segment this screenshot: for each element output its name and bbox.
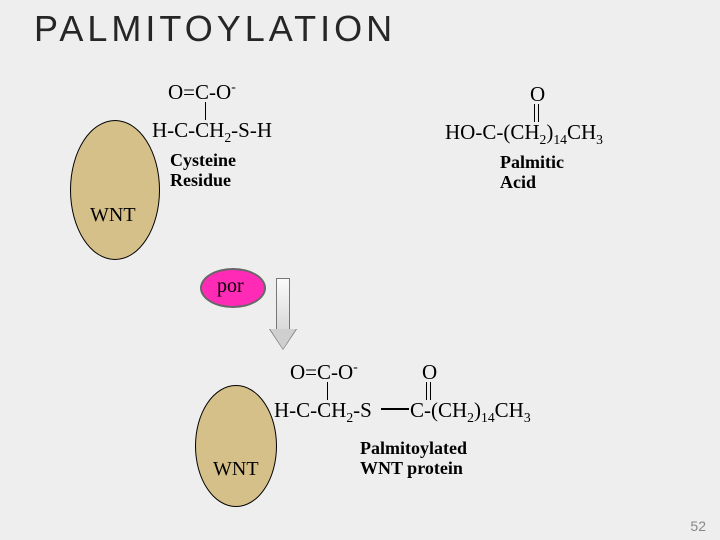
formula-bottom-line2-left: H-C-CH2-S [274,398,372,423]
wnt-label-bottom: WNT [213,458,259,481]
formula-bottom-line1: O=C-O- [290,360,358,385]
wnt-ellipse-bottom [195,385,277,507]
f-tr-t: CH [567,120,596,144]
formula-top-right: HO-C-(CH2)14CH3 [445,120,603,148]
formula-bottom-right: C-(CH2)14CH3 [410,398,531,426]
f-tr-s2: 14 [553,132,567,147]
arrow-head [270,329,296,349]
f-tr-a: HO-C-(CH [445,120,540,144]
cysteine-label-1: Cysteine [170,150,236,171]
f-br-s2: 14 [481,410,495,425]
f-tl1-main: O=C-O [168,80,231,104]
f-br-a: C-(CH [410,398,467,422]
cysteine-label-2: Residue [170,170,231,191]
f-br-s1: 2 [467,410,474,425]
f-tr-s3: 3 [596,132,603,147]
f-tl2-a: H-C-CH [152,118,224,142]
f-b2-a: H-C-CH [274,398,346,422]
f-b1-sup: - [353,359,358,374]
page-title: PALMITOYLATION [34,8,396,50]
f-br-m: ) [474,398,481,422]
f-br-s3: 3 [524,410,531,425]
arrow-shaft [276,278,290,330]
product-label-1: Palmitoylated [360,438,467,459]
palmitic-label-1: Palmitic [500,152,564,173]
formula-top-left-line2: H-C-CH2-S-H [152,118,272,143]
formula-top-left-line1: O=C-O- [168,80,236,105]
f-tl1-sup: - [231,79,236,94]
palmitic-label-2: Acid [500,172,536,193]
wnt-label-top: WNT [90,204,136,227]
product-label-2: WNT protein [360,458,463,479]
f-tl2-b: -S-H [231,118,272,142]
por-label: por [217,275,244,298]
wnt-ellipse-top [70,120,160,260]
f-b2-b: -S [353,398,372,422]
s-c-bond [381,408,409,410]
f-br-t: CH [495,398,524,422]
page-number: 52 [690,518,706,534]
f-b1-a: O=C-O [290,360,353,384]
